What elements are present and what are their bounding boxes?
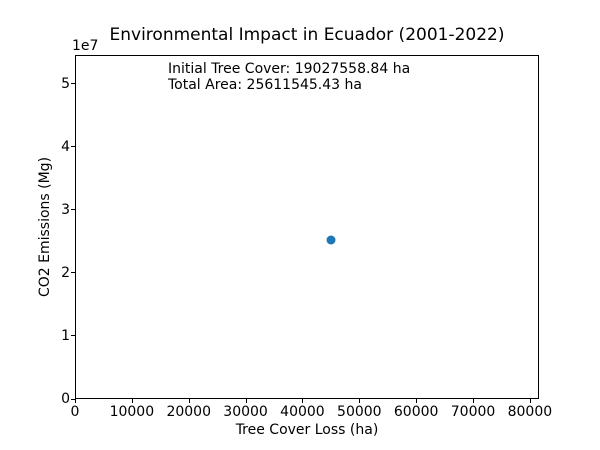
y-tick-mark (71, 83, 75, 85)
x-tick-label: 50000 (337, 404, 382, 420)
scatter-point (326, 235, 336, 245)
x-tick-mark (302, 399, 304, 403)
y-axis-offset-label: 1e7 (72, 38, 99, 54)
x-tick-mark (245, 399, 247, 403)
x-tick-label: 0 (70, 404, 80, 420)
x-tick-label: 20000 (166, 404, 211, 420)
y-tick-label: 1 (61, 327, 70, 344)
annotation-total-area: Total Area: 25611545.43 ha (168, 77, 362, 93)
y-tick-mark (71, 335, 75, 337)
y-tick-mark (71, 398, 75, 400)
x-tick-mark (473, 399, 475, 403)
x-tick-label: 60000 (393, 404, 439, 420)
annotation-initial-tree-cover: Initial Tree Cover: 19027558.84 ha (168, 61, 411, 77)
x-tick-mark (359, 399, 361, 403)
x-tick-label: 70000 (450, 404, 496, 420)
x-tick-mark (188, 399, 190, 403)
x-tick-label: 80000 (507, 404, 553, 420)
y-tick-label: 2 (61, 264, 70, 281)
y-tick-label: 3 (61, 201, 70, 218)
x-tick-mark (529, 399, 531, 403)
x-tick-label: 40000 (280, 404, 325, 420)
y-tick-label: 4 (61, 138, 70, 155)
y-tick-mark (71, 272, 75, 274)
x-tick-mark (75, 399, 76, 403)
y-tick-mark (71, 209, 75, 211)
y-axis-label: CO2 Emissions (Mg) (37, 156, 53, 298)
y-tick-label: 0 (61, 391, 70, 407)
x-tick-label: 30000 (223, 404, 268, 420)
y-tick-mark (71, 146, 75, 148)
x-tick-mark (131, 399, 133, 403)
x-tick-label: 10000 (109, 404, 155, 420)
chart-title: Environmental Impact in Ecuador (2001-20… (109, 25, 505, 45)
x-axis-label: Tree Cover Loss (ha) (235, 422, 379, 438)
chart-annotation: Initial Tree Cover: 19027558.84 ha Total… (168, 61, 410, 93)
x-tick-mark (416, 399, 418, 403)
plot-area (75, 55, 539, 399)
y-tick-label: 5 (61, 75, 70, 92)
